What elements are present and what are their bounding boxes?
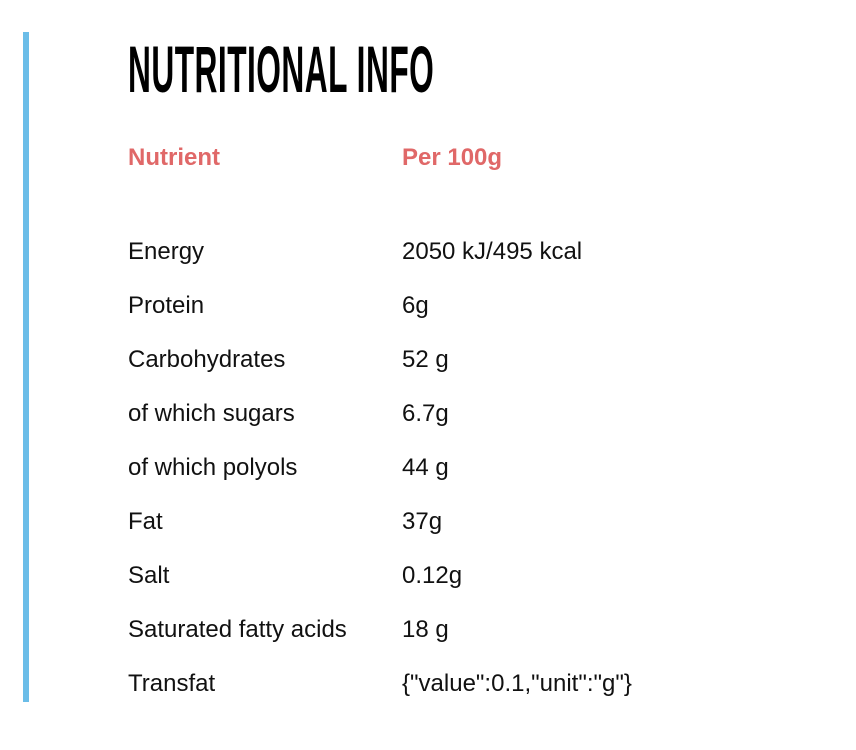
nutrient-name: Carbohydrates — [128, 346, 286, 373]
nutrient-value: 52 g — [402, 346, 449, 373]
nutrient-name: Salt — [128, 562, 170, 589]
nutrient-value: 2050 kJ/495 kcal — [402, 238, 583, 265]
nutrient-value: {"value":0.1,"unit":"g"} — [402, 670, 632, 697]
table-row: Saturated fatty acids 18 g — [0, 616, 856, 670]
accent-bar — [23, 32, 29, 702]
nutrient-value: 18 g — [402, 616, 449, 643]
table-row: Fat 37g — [0, 508, 856, 562]
page-title: NUTRITIONAL INFO — [128, 32, 435, 106]
table-row: Energy 2050 kJ/495 kcal — [0, 238, 856, 292]
table-row: of which sugars 6.7g — [0, 400, 856, 454]
nutrient-name: Fat — [128, 508, 163, 535]
nutrient-name: Transfat — [128, 670, 216, 697]
nutrient-value: 44 g — [402, 454, 449, 481]
nutrient-value: 37g — [402, 508, 443, 535]
nutrient-name: Energy — [128, 238, 205, 265]
nutrient-name: of which polyols — [128, 454, 298, 481]
table-row: Protein 6g — [0, 292, 856, 346]
header-nutrient: Nutrient — [128, 144, 220, 171]
header-per-100g: Per 100g — [402, 144, 503, 171]
table-row: Transfat {"value":0.1,"unit":"g"} — [0, 670, 856, 724]
table-row: of which polyols 44 g — [0, 454, 856, 508]
nutrient-value: 6g — [402, 292, 429, 319]
table-row: Salt 0.12g — [0, 562, 856, 616]
nutrient-name: Protein — [128, 292, 205, 319]
nutrient-value: 6.7g — [402, 400, 449, 427]
nutrient-name: of which sugars — [128, 400, 295, 427]
table-row: Carbohydrates 52 g — [0, 346, 856, 400]
nutrient-value: 0.12g — [402, 562, 463, 589]
nutrient-name: Saturated fatty acids — [128, 616, 347, 643]
